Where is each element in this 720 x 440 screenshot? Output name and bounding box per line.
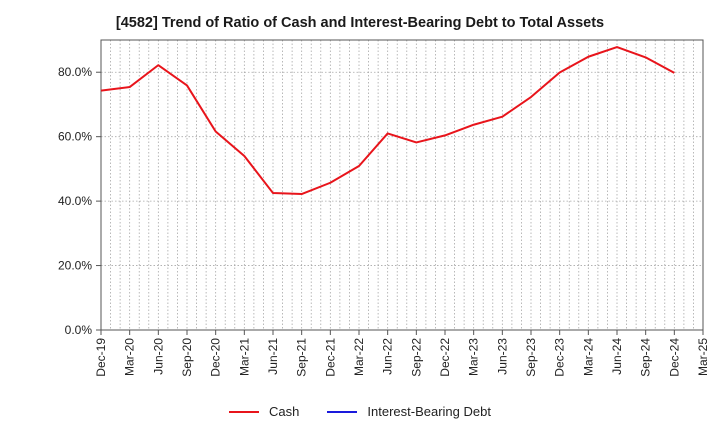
x-tick-label: Dec-23	[553, 338, 567, 377]
y-tick-label: 60.0%	[58, 130, 92, 144]
x-tick-label: Mar-22	[352, 338, 366, 376]
x-tick-label: Sep-23	[524, 338, 538, 377]
legend-label-interest-bearing-debt: Interest-Bearing Debt	[367, 404, 491, 419]
x-tick-label: Dec-21	[323, 338, 337, 377]
legend-item-cash: Cash	[229, 404, 299, 419]
chart-legend: Cash Interest-Bearing Debt	[0, 404, 720, 419]
x-tick-label: Sep-22	[409, 338, 423, 377]
legend-item-interest-bearing-debt: Interest-Bearing Debt	[327, 404, 491, 419]
x-tick-label: Dec-24	[667, 338, 681, 377]
x-tick-label: Dec-22	[438, 338, 452, 377]
x-tick-label: Mar-21	[237, 338, 251, 376]
x-tick-label: Jun-23	[495, 338, 509, 375]
x-tick-label: Sep-20	[180, 338, 194, 377]
y-tick-label: 40.0%	[58, 194, 92, 208]
x-tick-label: Jun-21	[266, 338, 280, 375]
x-tick-label: Sep-21	[295, 338, 309, 377]
x-tick-label: Dec-19	[94, 338, 108, 377]
y-tick-label: 0.0%	[65, 323, 93, 337]
x-tick-label: Sep-24	[639, 338, 653, 377]
y-tick-label: 20.0%	[58, 259, 92, 273]
plot-frame	[100, 39, 704, 331]
x-tick-label: Dec-20	[209, 338, 223, 377]
chart-title: [4582] Trend of Ratio of Cash and Intere…	[115, 15, 605, 31]
x-tick-label: Mar-20	[123, 338, 137, 376]
x-tick-label: Mar-23	[467, 338, 481, 376]
x-tick-label: Jun-24	[610, 338, 624, 375]
x-tick-label: Jun-22	[381, 338, 395, 375]
series-line-cash	[100, 46, 675, 196]
legend-swatch-cash	[229, 410, 260, 413]
legend-label-cash: Cash	[269, 404, 300, 419]
x-tick-label: Mar-24	[581, 338, 595, 376]
y-tick-label: 80.0%	[58, 65, 92, 79]
x-tick-label: Jun-20	[151, 338, 165, 375]
x-tick-label: Mar-25	[696, 338, 710, 376]
legend-swatch-interest-bearing-debt	[327, 410, 358, 413]
